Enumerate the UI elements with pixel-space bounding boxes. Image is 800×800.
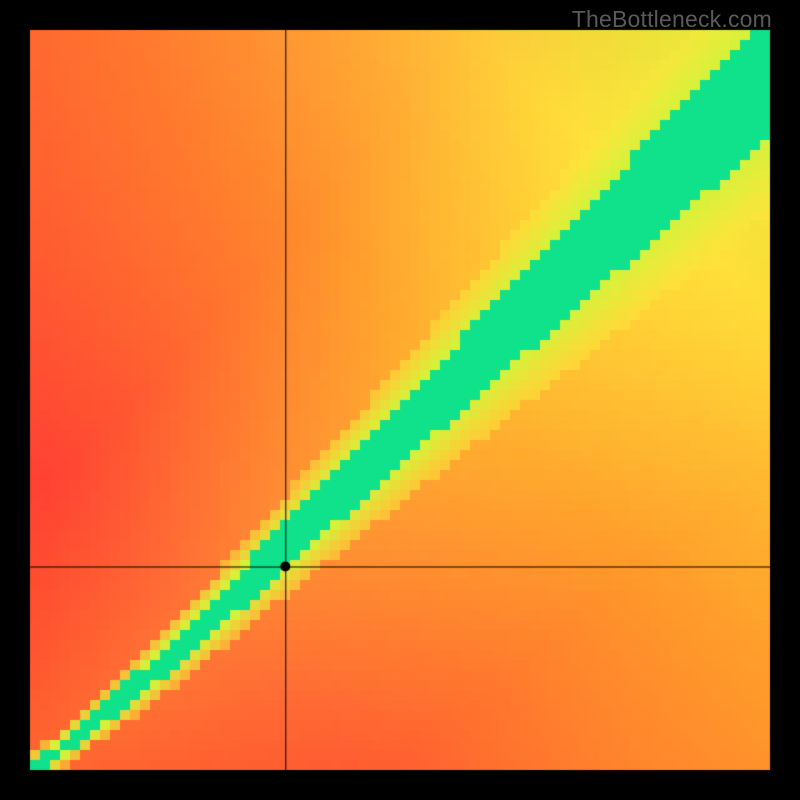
- chart-container: TheBottleneck.com: [0, 0, 800, 800]
- watermark-text: TheBottleneck.com: [572, 6, 772, 33]
- bottleneck-heatmap: [0, 0, 800, 800]
